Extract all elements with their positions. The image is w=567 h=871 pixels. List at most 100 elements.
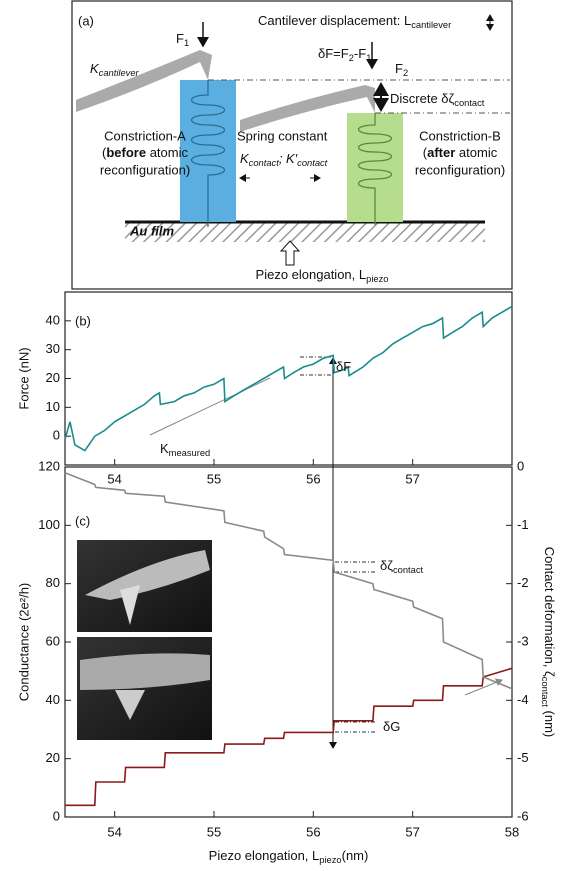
label: Contact deformation, ζcontact (nm) [540,547,557,738]
label: reconfiguration) [100,162,190,177]
text-part: 1 [184,38,189,48]
text-part: Piezo elongation, L [256,267,367,282]
y-tick-label: 40 [46,692,60,707]
data-line [65,667,513,807]
label: (after atomic [423,145,498,160]
y-tick-label: 40 [46,312,60,327]
label: Force (nN) [16,347,31,409]
text-part: 2 [349,53,354,63]
label: Cantilever displacement: Lcantilever [258,13,451,30]
text-part: -F [354,46,366,61]
label: Kmeasured [160,441,210,458]
label: (before atomic [102,145,188,160]
x-tick-label: 54 [107,471,121,486]
text-part: ; K′ [279,151,298,166]
text-part: contact [393,565,424,575]
text-part: ( [102,145,107,160]
y-tick-label: 0 [53,808,60,823]
label: Piezo elongation, Lpiezo(nm) [209,848,369,865]
text-part: cantilever [411,20,451,30]
text-part: before [106,145,146,160]
label: δF=F2-F1 [318,46,371,63]
text-part: K [240,151,250,166]
x-tick-label: 56 [306,471,320,486]
text-part: δF [336,359,351,374]
spring-a [190,80,226,227]
text-part: F [176,31,184,46]
label: Au film [129,223,174,238]
text-part: 1 [366,53,371,63]
panel-frame [64,291,513,466]
y2-tick-label: -3 [517,633,529,648]
label: (b) [75,313,91,328]
y2-tick-label: 0 [517,458,524,473]
text-part: δζ [380,558,393,573]
text-part: δF=F [318,46,349,61]
text-part: atomic [146,145,188,160]
text-part: piezo [366,274,388,284]
inset-cantilever [80,653,210,690]
text-part: 2 [403,68,408,78]
text-part: after [427,145,455,160]
x-tick-label: 54 [107,824,121,839]
text-part: measured [169,448,211,458]
piezo-arrow [279,240,301,266]
x-tick-label: 57 [405,471,419,486]
x-tick-label: 57 [405,824,419,839]
y-tick-label: 10 [46,399,60,414]
y-tick-label: 120 [38,458,60,473]
label: δζcontact [380,558,423,575]
y2-tick-label: -4 [517,692,529,707]
label: F2 [395,61,408,78]
y2-tick-label: -6 [517,808,529,823]
text-part: Discrete δζ [390,91,455,106]
y-tick-label: 100 [38,517,60,532]
cantilever-a [76,50,212,112]
inset-cantilever [85,550,210,600]
text-part: cantilever [99,68,140,78]
inset-tip [115,690,145,720]
text-part: contact [249,158,280,168]
text-part: piezo [319,855,341,865]
diagram-panel [71,0,513,290]
text-part: Contact deformation, ζ [542,547,557,677]
x-tick-label: 58 [505,824,519,839]
cantilever-b [240,85,375,132]
text-part: (nm) [342,848,369,863]
y-tick-label: 20 [46,750,60,765]
text-part: atomic [455,145,497,160]
y-tick-label: 60 [46,633,60,648]
text-part: F [395,61,403,76]
label: F1 [176,31,189,48]
x-tick-label: 55 [207,824,221,839]
y-tick-label: 30 [46,341,60,356]
au-film [125,222,485,242]
label: δG [383,719,400,734]
slope-line [149,377,271,436]
y2-tick-label: -5 [517,750,529,765]
label: Constriction-A [104,128,186,143]
text-part: ( [423,145,428,160]
inset-tip [120,585,140,625]
panel-frame [71,0,513,290]
label: Conductance (2e²/h) [16,583,31,702]
label: Kcontact; K′contact [240,151,328,168]
text-part: contact [297,158,328,168]
text-part: K [90,61,100,76]
y2-tick-label: -1 [517,517,529,532]
x-tick-label: 55 [207,471,221,486]
label: Kcantilever [90,61,140,78]
label: Piezo elongation, Lpiezo [256,267,389,284]
sem-insets [77,540,212,740]
label: (a) [78,13,94,28]
text-part: (nm) [542,707,557,737]
text-part: K [160,441,169,456]
data-line [64,472,513,690]
y-tick-label: 0 [53,428,60,443]
y2-tick-label: -2 [517,575,529,590]
y-tick-label: 20 [46,370,60,385]
label: Spring constant [237,128,328,143]
label: Discrete δζcontact [390,91,485,108]
text-part: δG [383,719,400,734]
